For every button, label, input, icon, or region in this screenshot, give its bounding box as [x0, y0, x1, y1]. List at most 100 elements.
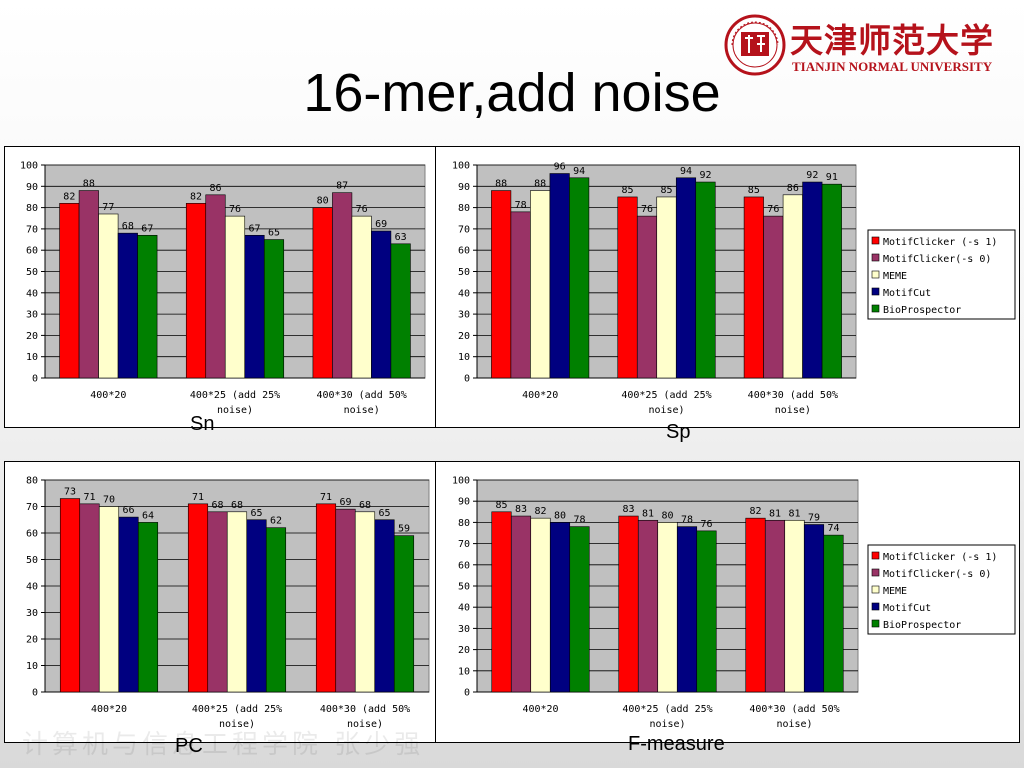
y-tick-label: 20: [26, 635, 38, 646]
legend-box: [867, 229, 1016, 320]
legend-label: BioProspector: [883, 620, 961, 631]
data-label: 64: [142, 510, 154, 521]
university-logo: 天津师范大学 TIANJIN NORMAL UNIVERSITY: [724, 10, 1014, 80]
legend-label: MotifCut: [883, 288, 931, 299]
x-tick-label: 400*25 (add 25% noise): [190, 390, 280, 416]
legend-label: MEME: [883, 586, 907, 597]
bar: [79, 503, 100, 693]
legend-swatch: [871, 287, 880, 296]
legend-label: MotifClicker(-s 0): [883, 569, 991, 580]
x-tick-label: 400*20: [91, 704, 127, 715]
data-label: 74: [827, 523, 839, 534]
bar: [118, 516, 139, 693]
bar: [696, 530, 717, 693]
bar: [745, 517, 766, 693]
y-tick-label: 100: [20, 161, 38, 172]
legend-box: [867, 544, 1016, 635]
data-label: 76: [356, 204, 368, 215]
bar: [636, 215, 658, 379]
y-tick-label: 80: [458, 203, 470, 214]
bar: [332, 192, 353, 379]
data-label: 85: [660, 185, 672, 196]
bar: [263, 239, 285, 379]
bar: [821, 183, 842, 379]
bar: [491, 511, 512, 693]
y-tick-label: 70: [26, 224, 38, 235]
x-tick-label: 400*30 (add 50% noise): [748, 390, 838, 416]
data-label: 85: [748, 185, 760, 196]
y-tick-label: 90: [458, 497, 470, 508]
x-tick-label: 400*20: [522, 704, 558, 715]
bar: [617, 196, 638, 379]
y-tick-label: 30: [26, 608, 38, 619]
data-label: 66: [122, 505, 134, 516]
legend-label: MotifClicker (-s 1): [883, 237, 997, 248]
chart-panel-sn: 0 10 20 30 40 50 60 70 80 90 100 82 88 77 68 67 400*20 82…: [4, 146, 436, 428]
x-tick-label: 400*25 (add 25% noise): [621, 390, 711, 416]
x-tick-label: 400*30 (add 50% noise): [320, 704, 410, 730]
data-label: 77: [102, 202, 114, 213]
data-label: 81: [642, 508, 654, 519]
y-tick-label: 30: [458, 624, 470, 635]
bar: [569, 526, 590, 693]
y-tick-label: 40: [26, 582, 38, 593]
data-label: 81: [788, 508, 800, 519]
bar: [354, 511, 376, 693]
bar: [530, 517, 551, 693]
data-label: 82: [190, 191, 202, 202]
data-label: 94: [680, 166, 692, 177]
chart-pc: 0 10 20 30 40 50 60 70 80 73 71 70 66 64 400*20 71 68 68 6…: [26, 476, 430, 730]
y-tick-label: 0: [32, 688, 38, 699]
x-tick-label: 400*25 (add 25% noise): [192, 704, 282, 730]
slide-title: 16-mer,add noise: [303, 63, 721, 123]
legend-swatch: [871, 585, 880, 594]
y-tick-label: 60: [458, 560, 470, 571]
university-name-cn: 天津师范大学: [790, 21, 994, 60]
bar: [98, 213, 119, 379]
data-label: 67: [141, 223, 153, 234]
legend-swatch: [871, 304, 880, 313]
bar: [246, 519, 267, 693]
bar: [335, 508, 356, 693]
data-label: 69: [339, 497, 351, 508]
y-tick-label: 20: [26, 331, 38, 342]
data-label: 69: [375, 219, 387, 230]
data-label: 65: [268, 228, 280, 239]
bar: [224, 215, 246, 379]
chart-fmeasure: 0 10 20 30 40 50 60 70 80 90 100 85 83 82 80 78 400*20 83…: [452, 476, 1016, 730]
y-tick-label: 40: [26, 288, 38, 299]
data-label: 86: [787, 183, 799, 194]
chart-sn: 0 10 20 30 40 50 60 70 80 90 100 82 88 77 68 67 400*20 82…: [20, 161, 426, 416]
data-label: 78: [515, 200, 527, 211]
y-tick-label: 20: [458, 331, 470, 342]
y-tick-label: 10: [458, 352, 470, 363]
bar: [185, 203, 207, 379]
bar: [117, 232, 138, 379]
seal-icon: [724, 14, 786, 76]
y-tick-label: 20: [458, 645, 470, 656]
legend-label: MEME: [883, 271, 907, 282]
bar: [675, 177, 697, 379]
y-tick-label: 10: [26, 352, 38, 363]
caption-sp: Sp: [666, 421, 691, 443]
y-tick-label: 70: [26, 502, 38, 513]
y-tick-label: 50: [26, 267, 38, 278]
y-tick-label: 100: [452, 161, 470, 172]
x-tick-label: 400*20: [522, 390, 558, 401]
y-tick-label: 90: [458, 182, 470, 193]
caption-pc: PC: [175, 735, 203, 757]
data-label: 68: [211, 500, 223, 511]
bar: [784, 519, 805, 693]
data-label: 68: [231, 500, 243, 511]
y-tick-label: 80: [26, 203, 38, 214]
bar: [510, 211, 531, 379]
x-tick-label: 400*30 (add 50% noise): [749, 704, 839, 730]
bar: [351, 215, 372, 379]
legend-label: MotifClicker(-s 0): [883, 254, 991, 265]
x-tick-label: 400*30 (add 50% noise): [317, 390, 407, 416]
data-label: 91: [826, 172, 838, 183]
data-label: 76: [229, 204, 241, 215]
data-label: 68: [359, 500, 371, 511]
bar: [374, 519, 395, 693]
data-label: 96: [554, 162, 566, 173]
